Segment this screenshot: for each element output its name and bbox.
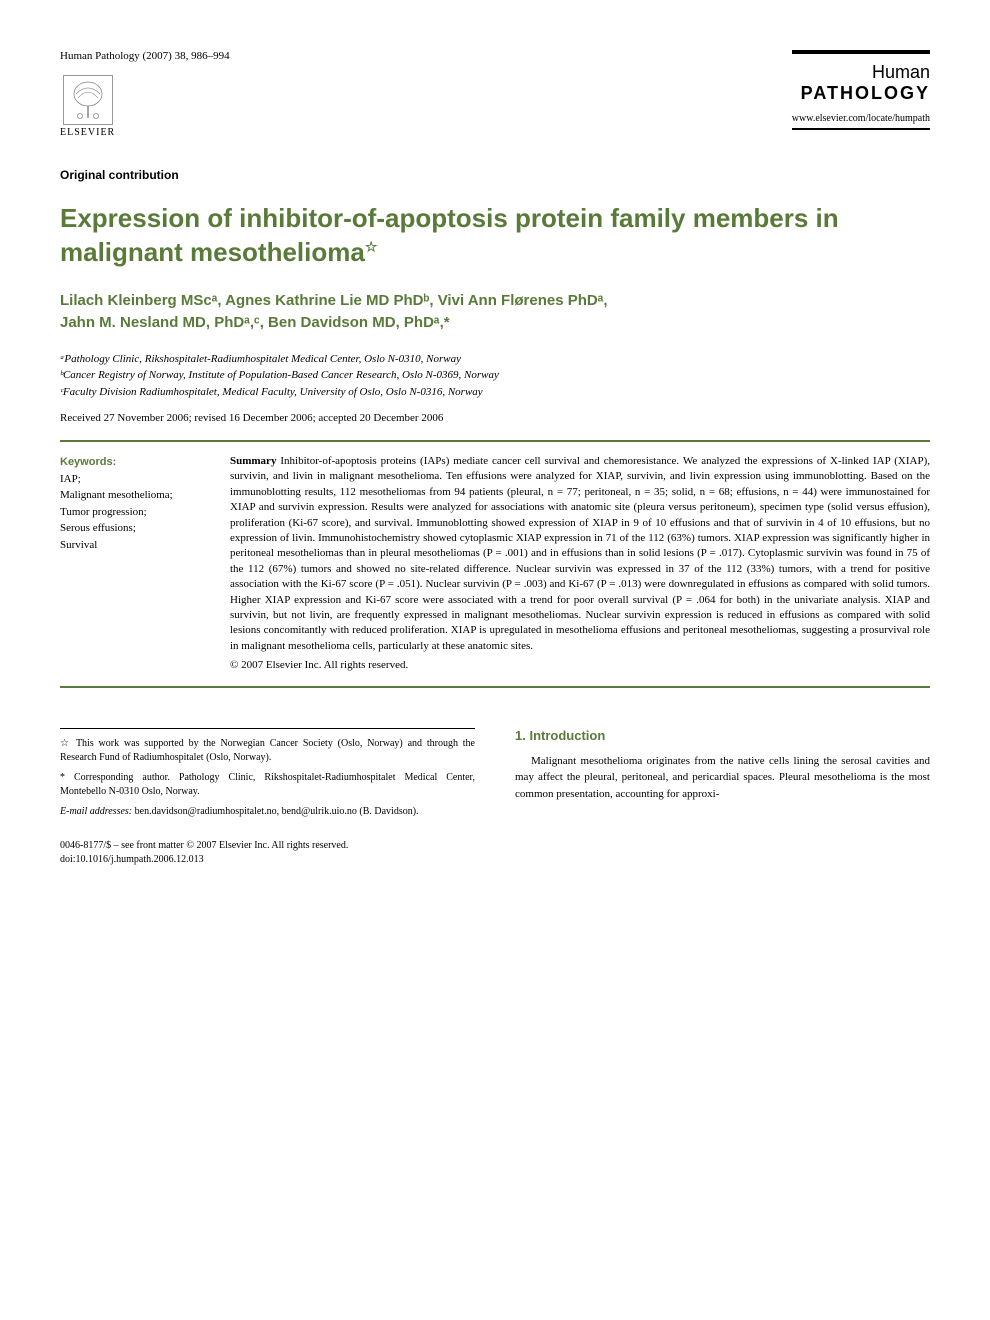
authors-block: Lilach Kleinberg MScᵃ, Agnes Kathrine Li…	[60, 290, 930, 335]
email-label: E-mail addresses:	[60, 806, 132, 817]
abstract-copyright: © 2007 Elsevier Inc. All rights reserved…	[230, 658, 930, 673]
abstract-container: Keywords: IAP; Malignant mesothelioma; T…	[60, 440, 930, 687]
publisher-name: ELSEVIER	[60, 127, 115, 138]
article-dates: Received 27 November 2006; revised 16 De…	[60, 412, 930, 424]
journal-name-line1: Human	[792, 62, 930, 83]
email-addresses: ben.davidson@radiumhospitalet.no, bend@u…	[132, 806, 418, 817]
footer-columns: ☆ This work was supported by the Norwegi…	[60, 728, 930, 867]
article-type-label: Original contribution	[60, 168, 930, 182]
page-header: Human Pathology (2007) 38, 986–994 ELSEV…	[60, 50, 930, 138]
keywords-list: IAP; Malignant mesothelioma; Tumor progr…	[60, 471, 210, 554]
affiliation-c: ᶜFaculty Division Radiumhospitalet, Medi…	[60, 384, 930, 401]
header-left: Human Pathology (2007) 38, 986–994 ELSEV…	[60, 50, 230, 138]
keywords-heading: Keywords:	[60, 454, 210, 471]
affiliation-a: ᵃPathology Clinic, Rikshospitalet-Radium…	[60, 351, 930, 368]
affiliations-block: ᵃPathology Clinic, Rikshospitalet-Radium…	[60, 351, 930, 401]
abstract-column: Summary Inhibitor-of-apoptosis proteins …	[230, 454, 930, 673]
introduction-column: 1. Introduction Malignant mesothelioma o…	[515, 728, 930, 867]
affiliation-b: ᵇCancer Registry of Norway, Institute of…	[60, 367, 930, 384]
summary-label: Summary	[230, 455, 276, 467]
keywords-column: Keywords: IAP; Malignant mesothelioma; T…	[60, 454, 210, 673]
authors-line-2: Jahn M. Nesland MD, PhDᵃ,ᶜ, Ben Davidson…	[60, 312, 930, 335]
abstract-text: Inhibitor-of-apoptosis proteins (IAPs) m…	[230, 455, 930, 652]
footnotes-column: ☆ This work was supported by the Norwegi…	[60, 728, 475, 867]
funding-footnote: ☆ This work was supported by the Norwegi…	[60, 737, 475, 765]
title-footnote-marker: ☆	[365, 238, 378, 254]
journal-url: www.elsevier.com/locate/humpath	[792, 113, 930, 130]
email-footnote: E-mail addresses: ben.davidson@radiumhos…	[60, 805, 475, 819]
elsevier-tree-icon	[63, 75, 113, 125]
article-title: Expression of inhibitor-of-apoptosis pro…	[60, 202, 930, 270]
title-text: Expression of inhibitor-of-apoptosis pro…	[60, 203, 839, 267]
publisher-logo: ELSEVIER	[60, 75, 115, 138]
introduction-text: Malignant mesothelioma originates from t…	[515, 753, 930, 803]
copyright-doi: 0046-8177/$ – see front matter © 2007 El…	[60, 839, 475, 867]
corresponding-author-footnote: * Corresponding author. Pathology Clinic…	[60, 771, 475, 799]
introduction-heading: 1. Introduction	[515, 728, 930, 743]
citation-text: Human Pathology (2007) 38, 986–994	[60, 50, 230, 62]
journal-title-box: Human PATHOLOGY	[792, 50, 930, 104]
header-right: Human PATHOLOGY www.elsevier.com/locate/…	[792, 50, 930, 130]
journal-name-line2: PATHOLOGY	[792, 83, 930, 104]
authors-line-1: Lilach Kleinberg MScᵃ, Agnes Kathrine Li…	[60, 290, 930, 313]
